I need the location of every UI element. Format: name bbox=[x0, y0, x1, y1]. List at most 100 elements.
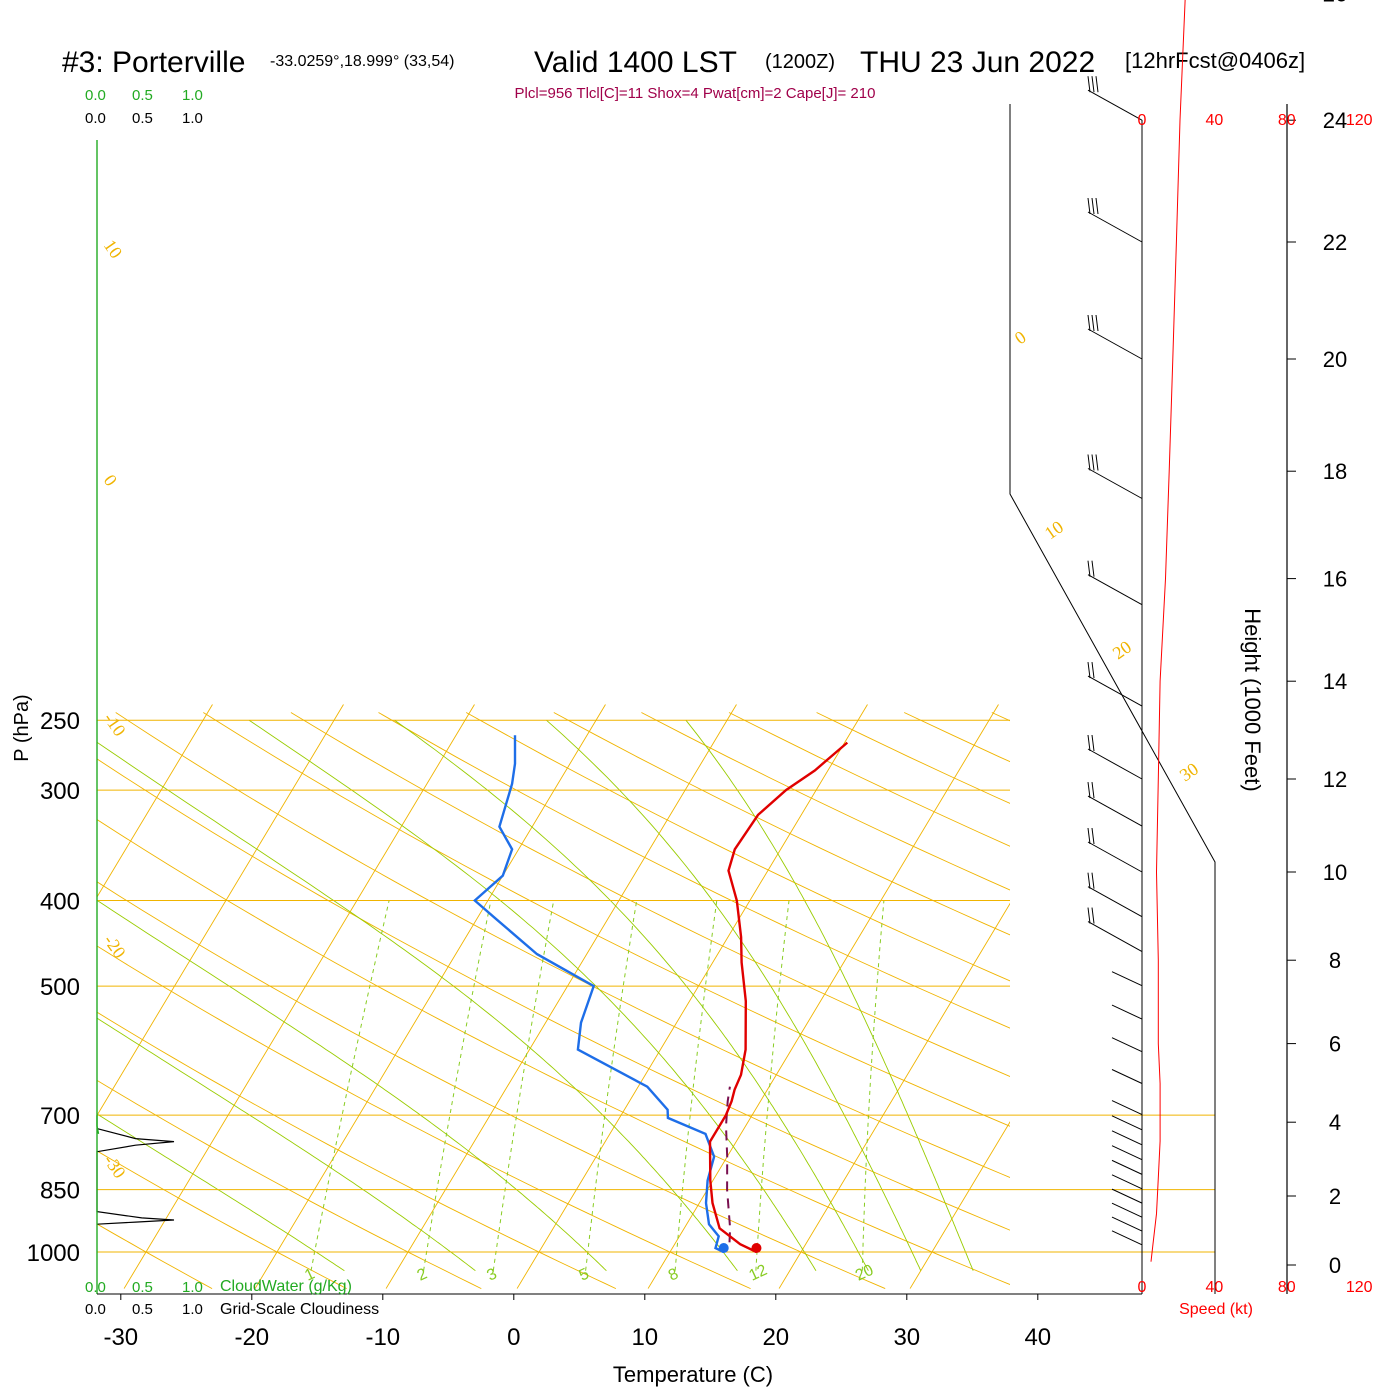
dry-adiabat bbox=[97, 1011, 617, 1290]
dry-adiabat bbox=[97, 758, 1010, 1231]
height-tick-label: 12 bbox=[1323, 767, 1347, 792]
isotherm-line bbox=[254, 704, 606, 1289]
wind-barb-staff bbox=[1111, 1115, 1143, 1131]
wind-barb-staff bbox=[1087, 574, 1143, 606]
cloudiness-scale-bottom-0: 0.0 bbox=[85, 1301, 106, 1318]
wind-barb-staff bbox=[1087, 886, 1143, 918]
height-tick-label: 18 bbox=[1323, 459, 1347, 484]
valid-time: Valid 1400 LST bbox=[534, 46, 737, 79]
height-axis-title: Height (1000 Feet) bbox=[1240, 608, 1265, 791]
wind-barb-staff bbox=[1087, 795, 1143, 827]
pressure-axis-title: P (hPa) bbox=[11, 694, 33, 761]
dry-adiabat bbox=[1255, 713, 1400, 1289]
dry-adiabat bbox=[1167, 713, 1400, 1289]
pressure-tick-label: 1000 bbox=[27, 1240, 80, 1267]
wind-barb-flag bbox=[1091, 76, 1095, 93]
isotherm-line bbox=[1172, 705, 1400, 1289]
isotherm-label: 0 bbox=[1011, 327, 1030, 349]
moist-adiabat bbox=[97, 899, 607, 1272]
mixing-ratio-line bbox=[310, 900, 390, 1271]
cloudwater-legend: CloudWater (g/Kg) bbox=[220, 1278, 352, 1295]
moist-adiabat bbox=[685, 719, 974, 1271]
wind-barb-staff bbox=[1087, 921, 1143, 953]
isotherm-line bbox=[778, 902, 1010, 1289]
forecast-init: [12hrFcst@0406z] bbox=[1125, 48, 1305, 73]
wind-barb-flag bbox=[1087, 197, 1091, 215]
wind-barb-flag bbox=[1087, 76, 1091, 93]
wind-barb-flag bbox=[1087, 314, 1091, 332]
isotherm-label: 30 bbox=[1176, 759, 1202, 786]
speed-tick-label-bottom: 120 bbox=[1346, 1279, 1373, 1296]
wind-barb-flag bbox=[1091, 782, 1095, 799]
height-tick-label: 2 bbox=[1329, 1184, 1341, 1209]
mixing-ratio-label: 5 bbox=[577, 1265, 592, 1284]
sounding-profiles bbox=[472, 735, 849, 1254]
height-speed-panel: 0246810121416182022242628303200404080801… bbox=[1138, 0, 1373, 1296]
temp-tick-label: 30 bbox=[893, 1324, 920, 1351]
wind-barb-flag bbox=[1095, 76, 1099, 93]
wind-barb-staff bbox=[1087, 89, 1143, 121]
temperature-axis-title: Temperature (C) bbox=[613, 1362, 773, 1387]
mixing-ratio-label: 12 bbox=[747, 1262, 770, 1285]
height-tick-label: 14 bbox=[1323, 669, 1347, 694]
pressure-tick-label: 400 bbox=[40, 888, 80, 915]
speed-tick-label-bottom: 80 bbox=[1278, 1279, 1296, 1296]
station-coords: -33.0259°,18.999° (33,54) bbox=[270, 53, 454, 70]
speed-tick-label-top: 40 bbox=[1206, 112, 1224, 129]
wind-barb-flag bbox=[1091, 907, 1095, 924]
temp-tick-label: 40 bbox=[1024, 1324, 1051, 1351]
temp-tick-label: 20 bbox=[762, 1324, 789, 1351]
wind-barb-flag bbox=[1087, 827, 1091, 845]
wind-barb-flag bbox=[1091, 197, 1095, 215]
height-tick-label: 20 bbox=[1323, 347, 1347, 372]
isotherm-line bbox=[97, 704, 213, 898]
speed-tick-label-top: 80 bbox=[1278, 112, 1296, 129]
wind-barb-staff bbox=[1111, 1174, 1143, 1190]
pressure-tick-label: 700 bbox=[40, 1103, 80, 1130]
height-tick-label: 16 bbox=[1323, 567, 1347, 592]
wind-barb-flag bbox=[1091, 662, 1095, 679]
height-tick-label: 4 bbox=[1329, 1110, 1341, 1135]
wind-barb-flag bbox=[1091, 560, 1095, 577]
isotherm-label: 10 bbox=[1041, 517, 1067, 544]
plot-border bbox=[1009, 104, 1216, 1294]
grid-clip bbox=[97, 704, 1400, 1290]
speed-tick-label-top: 0 bbox=[1138, 112, 1147, 129]
moist-adiabat bbox=[97, 1113, 345, 1272]
moist-adiabat bbox=[97, 741, 738, 1271]
surface-temperature-dot bbox=[751, 1243, 762, 1253]
wind-barb-staff bbox=[1111, 1069, 1143, 1084]
wind-barb-flag bbox=[1091, 872, 1095, 889]
height-tick-label: 26 bbox=[1323, 0, 1347, 7]
dry-adiabat bbox=[641, 712, 1010, 891]
height-tick-label: 10 bbox=[1323, 860, 1347, 885]
wind-barb-staff bbox=[1087, 841, 1143, 873]
cloudiness-legend: Grid-Scale Cloudiness bbox=[220, 1301, 379, 1318]
temp-tick-label: -30 bbox=[103, 1324, 138, 1351]
wind-barb-flag bbox=[1095, 314, 1099, 332]
dry-adiabat bbox=[465, 712, 1010, 982]
height-tick-label: 8 bbox=[1329, 948, 1341, 973]
surface-dewpoint-dot bbox=[718, 1243, 729, 1253]
dry-adiabat bbox=[378, 712, 1010, 1029]
wind-barb-staff bbox=[1087, 675, 1143, 707]
isotherm-label: 20 bbox=[1109, 637, 1135, 664]
height-tick-label: 0 bbox=[1329, 1253, 1341, 1278]
dry-adiabat bbox=[816, 712, 1010, 804]
wind-barb-flag bbox=[1091, 454, 1095, 471]
wind-barb-flag bbox=[1091, 734, 1095, 752]
wind-barb-staff bbox=[1087, 748, 1143, 780]
wind-barb-flag bbox=[1087, 782, 1091, 799]
mixing-ratio-line bbox=[585, 900, 638, 1271]
wind-barb-staff bbox=[1111, 1100, 1143, 1116]
mixing-ratio-label: 20 bbox=[853, 1262, 876, 1285]
speed-tick-label-top: 120 bbox=[1346, 112, 1373, 129]
wind-barb-staff bbox=[1087, 211, 1143, 243]
pressure-tick-label: 300 bbox=[40, 778, 80, 805]
speed-tick-label-bottom: 0 bbox=[1138, 1279, 1147, 1296]
temp-tick-label: 0 bbox=[507, 1324, 520, 1351]
wind-barb-staff bbox=[1111, 1159, 1143, 1175]
speed-tick-label-bottom: 40 bbox=[1206, 1279, 1224, 1296]
speed-axis-title: Speed (kt) bbox=[1179, 1301, 1253, 1318]
